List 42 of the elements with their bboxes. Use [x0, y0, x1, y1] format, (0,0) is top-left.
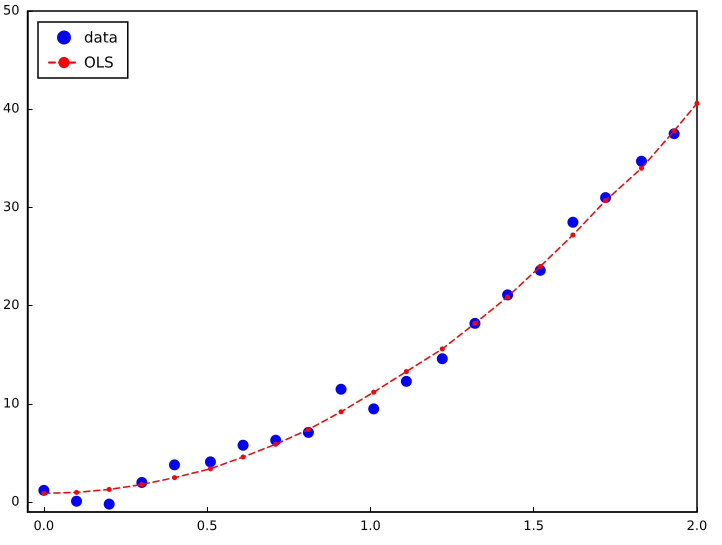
point: [371, 390, 376, 395]
point: [273, 442, 278, 447]
point: [368, 403, 380, 414]
point: [404, 369, 409, 374]
y-tick-label: 20: [2, 298, 20, 314]
point: [104, 498, 115, 510]
point: [172, 475, 177, 480]
y-tick-label: 30: [2, 200, 20, 215]
point: [74, 490, 80, 495]
point: [638, 166, 644, 171]
point: [336, 384, 347, 395]
point: [567, 216, 578, 228]
point: [603, 198, 608, 204]
y-tick-label: 0: [11, 494, 20, 510]
point: [106, 486, 112, 492]
point: [71, 496, 82, 507]
point: [636, 156, 647, 167]
point: [694, 100, 700, 106]
point: [570, 232, 576, 238]
x-tick-label: 1.0: [360, 519, 381, 534]
y-tick-label: 10: [2, 396, 20, 412]
point: [169, 459, 180, 470]
legend-label: data: [84, 28, 118, 46]
point: [240, 454, 246, 460]
y-tick-label: 50: [2, 4, 20, 18]
point: [204, 456, 216, 468]
point: [400, 376, 412, 387]
point: [436, 353, 448, 364]
point: [41, 490, 46, 496]
point: [238, 440, 249, 451]
point: [538, 264, 543, 269]
legend-label: OLS: [84, 54, 114, 72]
x-tick-label: 1.5: [523, 519, 544, 534]
x-tick-label: 0.5: [196, 519, 218, 534]
point: [440, 346, 445, 352]
point: [306, 426, 311, 432]
point: [338, 409, 344, 414]
x-tick-label: 2.0: [686, 519, 708, 534]
point: [672, 128, 677, 134]
x-tick-label: 0.0: [34, 519, 54, 534]
y-tick-label: 40: [2, 102, 20, 117]
point: [208, 466, 213, 472]
